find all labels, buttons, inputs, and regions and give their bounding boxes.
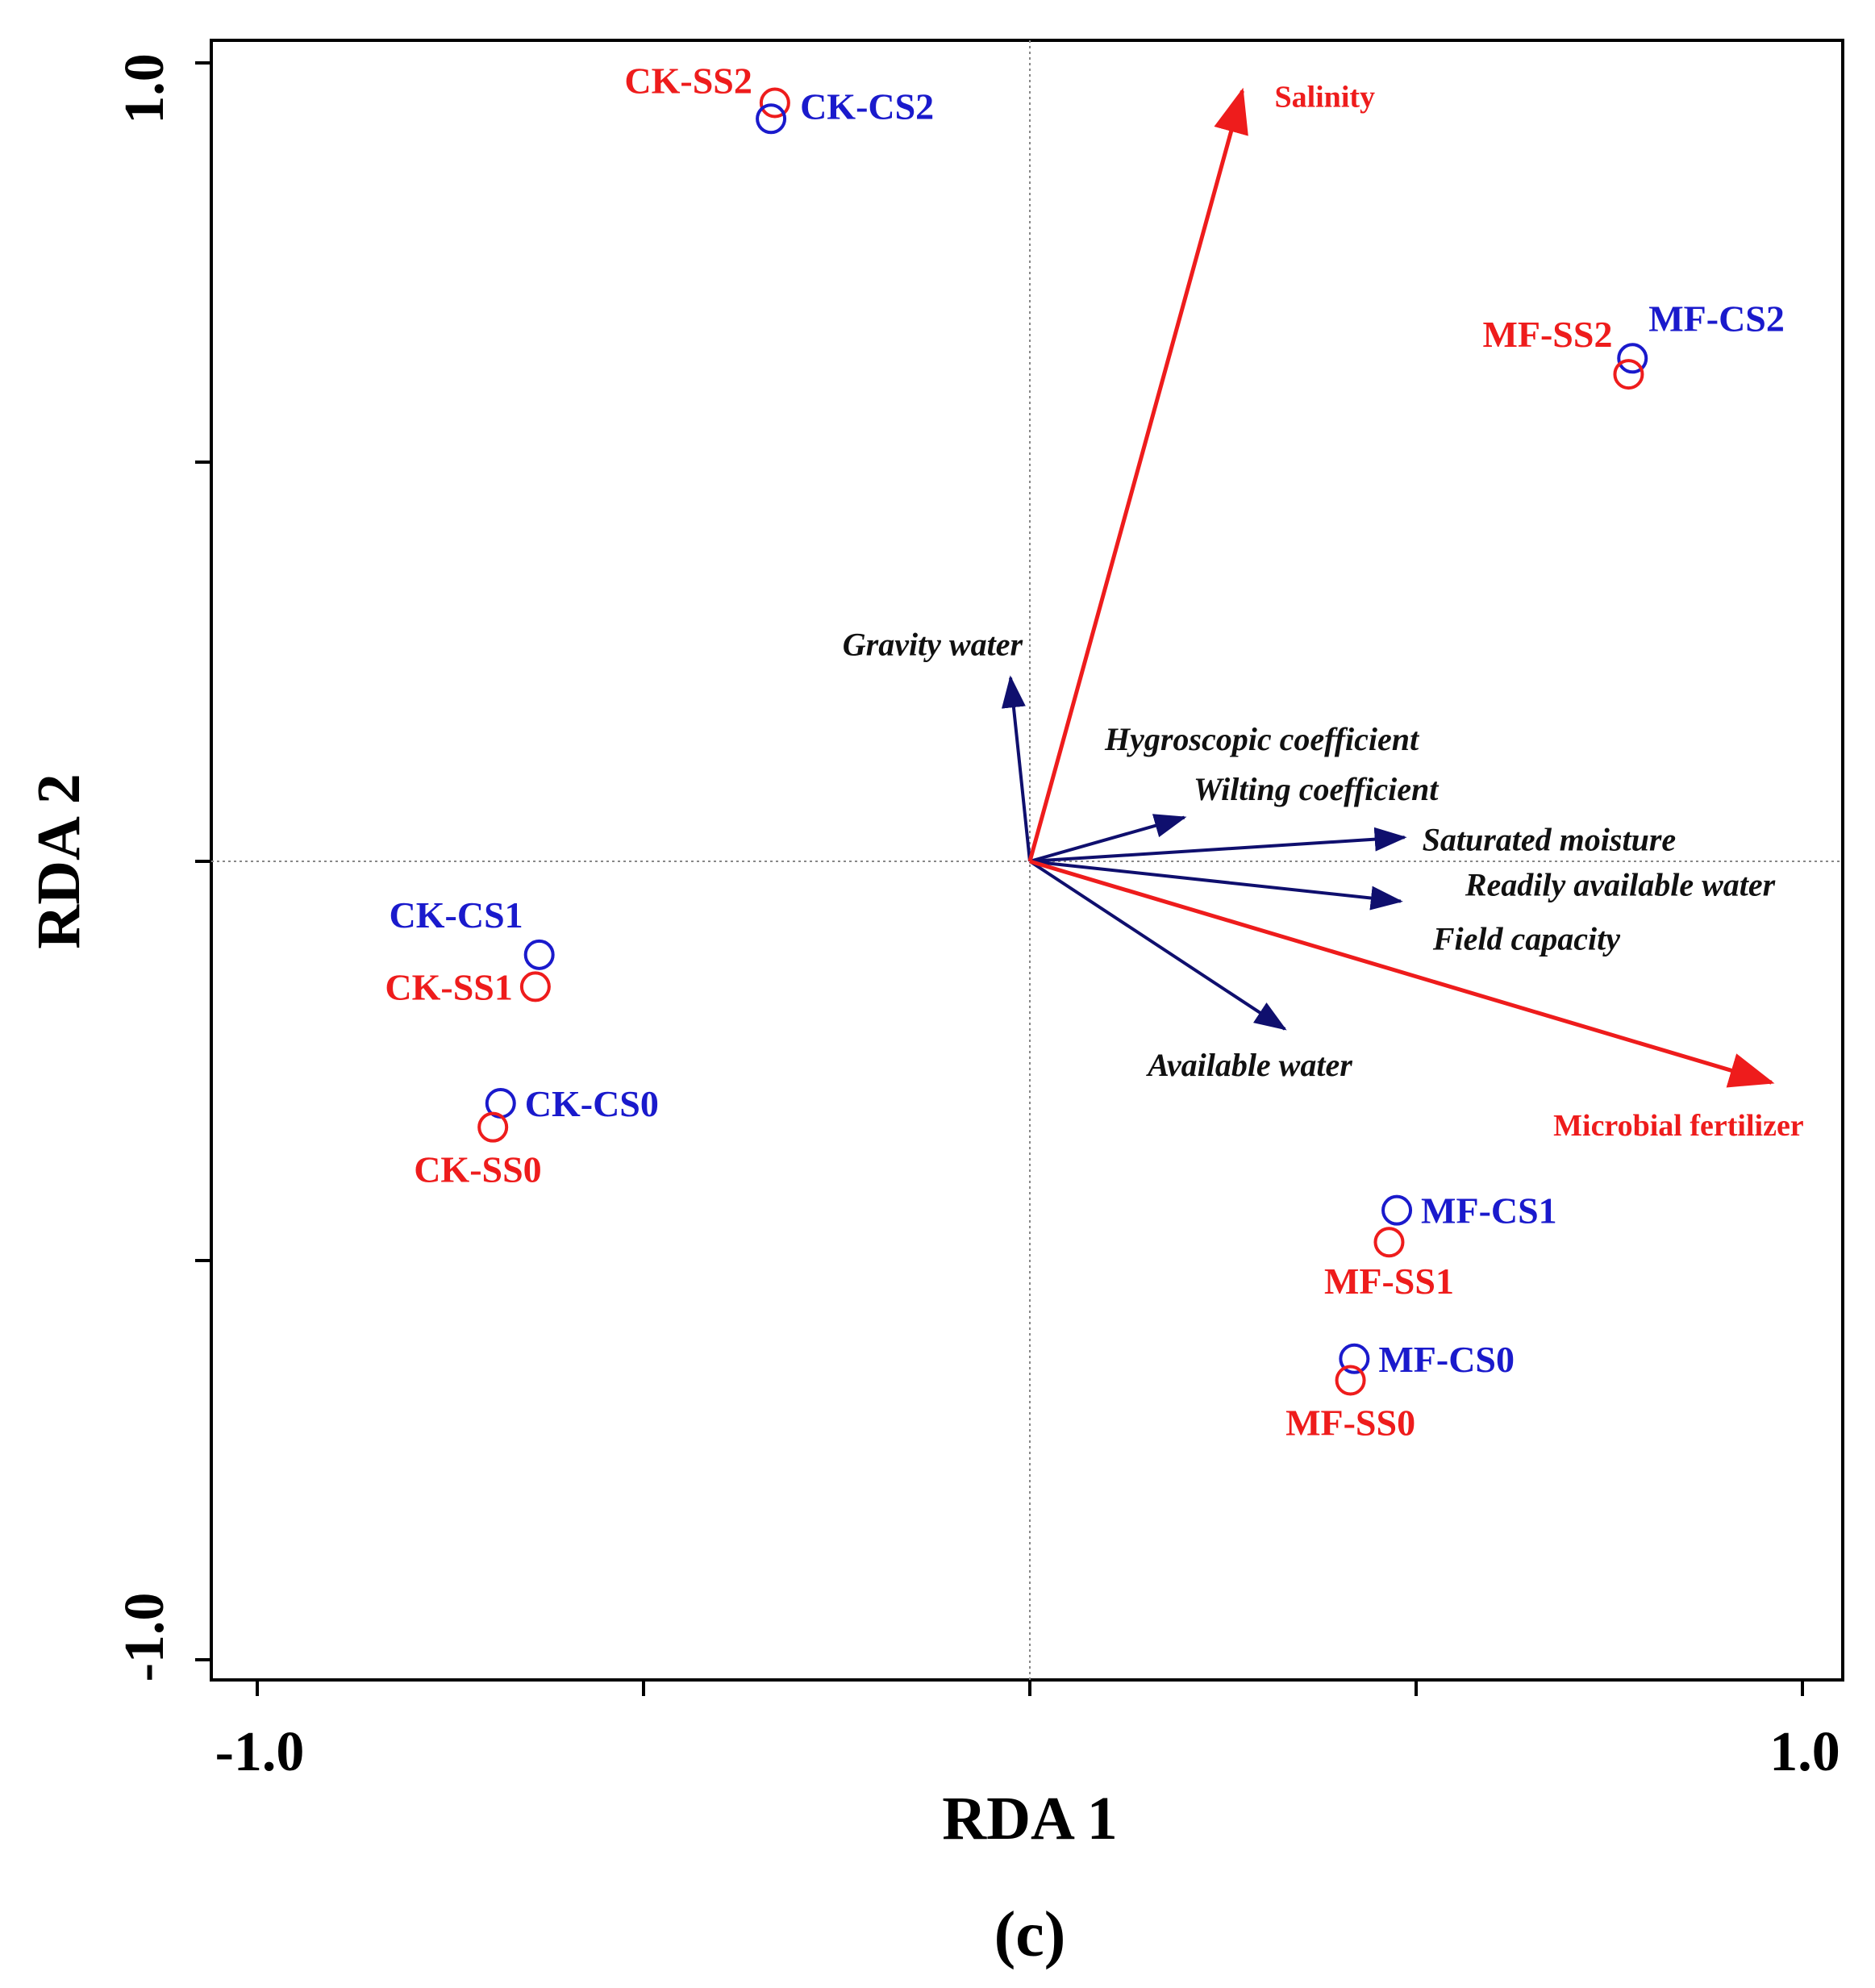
ck-ss1-point: [519, 971, 551, 1002]
ck-ss2-point: [759, 87, 790, 119]
environment-arrows: Salinity Microbial fertilizer: [1027, 81, 1804, 1143]
ck-ss0-label: CK-SS0: [414, 1149, 541, 1190]
microbial-fertilizer-arrow: [1029, 859, 1775, 1088]
y-tick-label-max: 1.0: [114, 53, 176, 124]
ck-cs1-label: CK-CS1: [390, 894, 523, 936]
gravity-water-arrow: [1002, 675, 1031, 862]
x-tick-label-max: 1.0: [1769, 1721, 1840, 1783]
x-tick-label-min: -1.0: [215, 1721, 305, 1783]
readily-available-water-label: Readily available water: [1465, 867, 1776, 903]
saturated-moisture-arrow: [1029, 827, 1407, 863]
ck-ss2-label: CK-SS2: [624, 60, 752, 102]
panel-label: (c): [994, 1899, 1066, 1970]
mf-ss2-label: MF-SS2: [1482, 314, 1612, 355]
mf-cs1-label: MF-CS1: [1421, 1190, 1557, 1232]
gravity-water-label: Gravity water: [843, 626, 1023, 662]
site-points: CK-SS2 CK-CS2 MF-CS2 MF-SS2 CK-CS1 CK-SS1 CK-C…: [385, 60, 1784, 1444]
ck-cs1-point: [523, 939, 555, 970]
mf-ss1-label: MF-SS1: [1324, 1261, 1454, 1302]
x-axis-title: RDA 1: [942, 1785, 1117, 1853]
ck-ss1-label: CK-SS1: [385, 966, 512, 1007]
ck-cs0-label: CK-CS0: [525, 1083, 659, 1124]
wilting-coefficient-label: Wilting coefficient: [1194, 771, 1440, 807]
ck-cs2-point: [756, 103, 787, 135]
mf-cs0-label: MF-CS0: [1378, 1339, 1515, 1380]
mf-ss2-point: [1613, 359, 1644, 390]
ck-ss0-point: [477, 1111, 509, 1143]
mf-cs2-label: MF-CS2: [1648, 298, 1785, 339]
y-tick-label-min: -1.0: [114, 1593, 176, 1682]
hygroscopic-coefficient-label: Hygroscopic coefficient: [1104, 721, 1420, 757]
hygroscopic-coefficient-arrow: [1029, 814, 1187, 863]
plot-frame: [210, 39, 1844, 1682]
available-water-label: Available water: [1145, 1047, 1352, 1083]
microbial-fertilizer-label: Microbial fertilizer: [1553, 1109, 1804, 1143]
salinity-arrow: [1027, 87, 1248, 862]
available-water-arrow: [1028, 860, 1287, 1031]
ck-cs2-label: CK-CS2: [800, 85, 934, 127]
readily-available-water-arrow: [1029, 860, 1403, 911]
y-axis-title: RDA 2: [25, 773, 93, 948]
axis-ticks: [195, 61, 1804, 1696]
mf-ss0-point: [1335, 1365, 1366, 1396]
saturated-moisture-label: Saturated moisture: [1423, 821, 1677, 857]
mf-ss0-label: MF-SS0: [1285, 1402, 1415, 1444]
mf-ss1-point: [1373, 1227, 1405, 1258]
salinity-label: Salinity: [1274, 81, 1375, 115]
mf-cs1-point: [1381, 1194, 1413, 1226]
variable-arrows: Gravity water Hygroscopic coefficient Wilt…: [843, 626, 1776, 1083]
field-capacity-label: Field capacity: [1432, 921, 1620, 957]
mf-cs2-point: [1617, 343, 1648, 374]
mf-cs0-point: [1339, 1343, 1370, 1374]
